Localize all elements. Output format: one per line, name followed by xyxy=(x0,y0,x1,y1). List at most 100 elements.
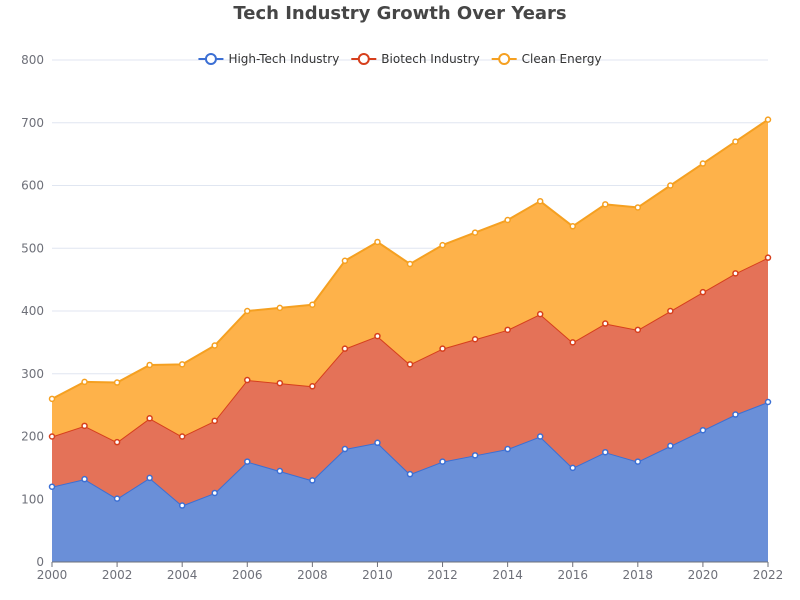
series-areas xyxy=(51,118,769,562)
data-point[interactable] xyxy=(309,477,316,484)
data-point[interactable] xyxy=(276,379,284,387)
data-point[interactable] xyxy=(341,445,349,453)
data-point[interactable] xyxy=(406,361,414,368)
data-point[interactable] xyxy=(178,361,186,368)
data-point[interactable] xyxy=(211,489,218,497)
data-point[interactable] xyxy=(244,376,251,384)
data-point[interactable] xyxy=(667,182,674,189)
data-point[interactable] xyxy=(439,345,446,352)
data-point[interactable] xyxy=(406,260,414,268)
data-point[interactable] xyxy=(536,433,544,440)
data-point[interactable] xyxy=(699,426,707,434)
data-point[interactable] xyxy=(113,495,121,502)
data-point[interactable] xyxy=(536,197,544,205)
data-point[interactable] xyxy=(504,216,511,224)
data-point[interactable] xyxy=(211,417,218,425)
y-axis-tick-labels: 0 100 200 300 400 500 600 700 800 xyxy=(21,53,44,569)
data-point[interactable] xyxy=(569,464,576,472)
legend[interactable]: High-Tech Industry Biotech Industry Clean … xyxy=(198,52,602,66)
data-point[interactable] xyxy=(244,307,251,315)
legend-label: Clean Energy xyxy=(522,52,602,66)
x-tick-label: 2000 xyxy=(37,568,68,582)
data-point[interactable] xyxy=(48,483,56,490)
data-point[interactable] xyxy=(81,475,88,483)
data-point[interactable] xyxy=(113,438,121,446)
x-tick-label: 2022 xyxy=(753,568,784,582)
data-point[interactable] xyxy=(211,342,218,349)
data-point[interactable] xyxy=(764,254,772,261)
y-tick-label: 500 xyxy=(21,241,44,255)
data-point[interactable] xyxy=(667,442,674,450)
data-point[interactable] xyxy=(764,398,772,406)
legend-item[interactable]: Clean Energy xyxy=(491,52,602,66)
data-point[interactable] xyxy=(374,332,381,340)
data-point[interactable] xyxy=(471,452,479,459)
data-point[interactable] xyxy=(732,138,739,145)
data-point[interactable] xyxy=(504,326,511,334)
data-point[interactable] xyxy=(406,470,414,478)
chart-title: Tech Industry Growth Over Years xyxy=(233,3,566,24)
legend-item[interactable]: High-Tech Industry xyxy=(198,52,339,66)
y-tick-label: 400 xyxy=(21,304,44,318)
data-point[interactable] xyxy=(699,160,707,167)
data-point[interactable] xyxy=(81,378,88,386)
legend-marker-icon xyxy=(357,53,370,65)
data-point[interactable] xyxy=(569,223,576,230)
data-point[interactable] xyxy=(602,320,609,327)
data-point[interactable] xyxy=(602,201,609,208)
data-point[interactable] xyxy=(309,383,316,390)
data-point[interactable] xyxy=(504,445,511,453)
data-point[interactable] xyxy=(732,270,739,277)
x-tick-label: 2012 xyxy=(427,568,458,582)
data-point[interactable] xyxy=(374,439,381,447)
data-point[interactable] xyxy=(374,238,381,246)
data-points xyxy=(48,116,772,509)
axes xyxy=(51,561,769,567)
data-point[interactable] xyxy=(146,361,153,369)
legend-item[interactable]: Biotech Industry xyxy=(351,52,480,66)
data-point[interactable] xyxy=(48,433,56,440)
data-point[interactable] xyxy=(634,326,642,334)
legend-marker-icon xyxy=(204,53,217,65)
data-point[interactable] xyxy=(439,458,446,465)
data-point[interactable] xyxy=(634,204,642,211)
legend-marker-icon xyxy=(498,53,511,65)
data-point[interactable] xyxy=(178,502,186,509)
data-point[interactable] xyxy=(764,116,772,123)
x-tick-label: 2018 xyxy=(623,568,654,582)
data-point[interactable] xyxy=(732,411,739,418)
data-point[interactable] xyxy=(244,458,251,465)
x-tick-label: 2008 xyxy=(297,568,328,582)
data-point[interactable] xyxy=(667,307,674,315)
data-point[interactable] xyxy=(602,448,609,456)
series-area xyxy=(52,257,768,506)
data-point[interactable] xyxy=(276,467,284,475)
x-tick-label: 2020 xyxy=(688,568,719,582)
y-tick-label: 0 xyxy=(36,555,44,569)
data-point[interactable] xyxy=(341,257,349,265)
data-point[interactable] xyxy=(569,339,576,346)
data-point[interactable] xyxy=(536,310,544,318)
data-point[interactable] xyxy=(178,433,186,440)
data-point[interactable] xyxy=(439,241,446,249)
data-point[interactable] xyxy=(341,345,349,352)
data-point[interactable] xyxy=(471,229,479,236)
series-area xyxy=(52,119,768,443)
data-point[interactable] xyxy=(699,288,707,296)
y-tick-label: 100 xyxy=(21,492,44,506)
y-tick-label: 200 xyxy=(21,430,44,444)
data-point[interactable] xyxy=(146,415,153,422)
data-point[interactable] xyxy=(113,379,121,386)
y-tick-label: 300 xyxy=(21,367,44,381)
data-point[interactable] xyxy=(471,335,479,343)
legend-label: Biotech Industry xyxy=(381,52,479,66)
y-tick-label: 800 xyxy=(21,53,44,67)
data-point[interactable] xyxy=(146,474,153,482)
x-tick-label: 2014 xyxy=(492,568,523,582)
data-point[interactable] xyxy=(309,301,316,308)
data-point[interactable] xyxy=(48,395,56,403)
data-point[interactable] xyxy=(276,304,284,312)
data-point[interactable] xyxy=(81,422,88,430)
data-point[interactable] xyxy=(634,458,642,465)
